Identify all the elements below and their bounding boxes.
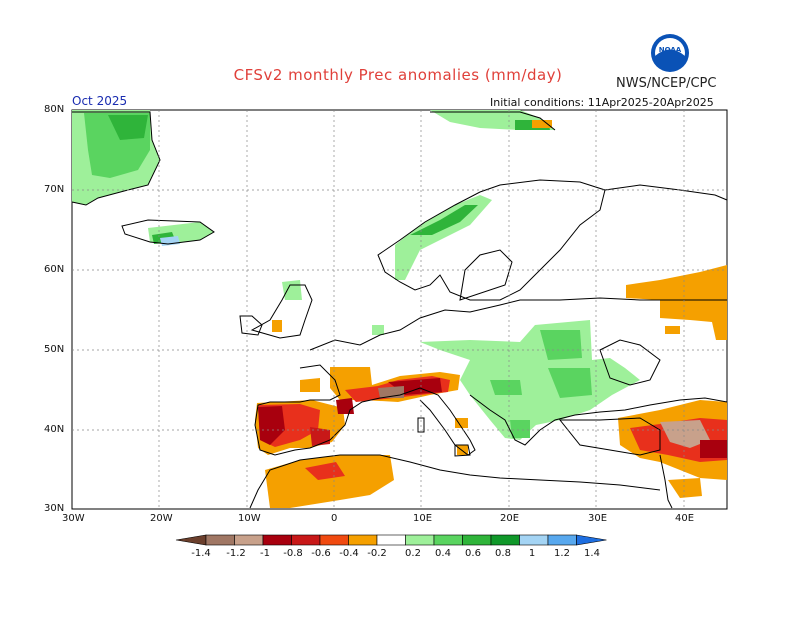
map-frame xyxy=(71,109,728,510)
legend-label: 0.6 xyxy=(465,548,481,559)
legend-arrow-left xyxy=(175,534,207,546)
svg-text:NOAA: NOAA xyxy=(659,46,682,54)
lon-label-30w: 30W xyxy=(62,513,85,524)
legend-label: 1 xyxy=(528,548,536,559)
legend-label: -0.6 xyxy=(311,548,331,559)
legend-swatch xyxy=(433,534,463,546)
lon-label-10w: 10W xyxy=(238,513,261,524)
legend-swatch xyxy=(547,534,577,546)
legend-label: -1 xyxy=(260,548,270,559)
legend-swatch xyxy=(519,534,549,546)
legend-swatch xyxy=(405,534,435,546)
map-title: CFSv2 monthly Prec anomalies (mm/day) xyxy=(233,66,563,84)
lon-label-30e: 30E xyxy=(588,513,608,524)
noaa-logo-icon: NOAA xyxy=(651,34,689,72)
dry-anomaly-regions xyxy=(255,265,727,508)
legend-label: -0.2 xyxy=(367,548,387,559)
legend-swatch xyxy=(490,534,520,546)
legend-swatch xyxy=(319,534,349,546)
legend-swatch xyxy=(234,534,264,546)
forecast-month: Oct 2025 xyxy=(72,94,128,108)
lat-label-70n: 70N xyxy=(44,184,65,195)
lon-label-0: 0 xyxy=(331,513,338,524)
gridlines xyxy=(72,110,727,509)
legend-label: 0.2 xyxy=(405,548,421,559)
lat-label-30n: 30N xyxy=(44,503,65,514)
legend-label: 1.2 xyxy=(554,548,570,559)
lat-label-50n: 50N xyxy=(44,344,65,355)
lat-label-60n: 60N xyxy=(44,264,65,275)
legend-label: 0.8 xyxy=(495,548,511,559)
legend-colorbar xyxy=(175,534,607,546)
lon-label-40e: 40E xyxy=(675,513,695,524)
legend-swatch xyxy=(348,534,378,546)
lon-label-20e: 20E xyxy=(500,513,520,524)
legend-label: -0.8 xyxy=(283,548,303,559)
legend-label: -1.4 xyxy=(191,548,211,559)
legend-swatch xyxy=(376,534,406,546)
legend-swatch xyxy=(291,534,321,546)
agency-label: NWS/NCEP/CPC xyxy=(616,76,717,91)
coastlines xyxy=(71,111,728,509)
legend-label: 0.4 xyxy=(435,548,451,559)
lon-label-10e: 10E xyxy=(413,513,433,524)
legend-swatch xyxy=(205,534,235,546)
legend-label: 1.4 xyxy=(584,548,600,559)
wet-anomaly-regions xyxy=(72,110,640,440)
lat-label-40n: 40N xyxy=(44,424,65,435)
initial-conditions: Initial conditions: 11Apr2025-20Apr2025 xyxy=(490,96,714,109)
lon-label-20w: 20W xyxy=(150,513,173,524)
legend-label: -0.4 xyxy=(339,548,359,559)
legend-swatch xyxy=(462,534,492,546)
legend-arrow-right xyxy=(576,534,607,546)
legend-label: -1.2 xyxy=(226,548,246,559)
legend-swatch xyxy=(262,534,292,546)
lat-label-80n: 80N xyxy=(44,104,65,115)
